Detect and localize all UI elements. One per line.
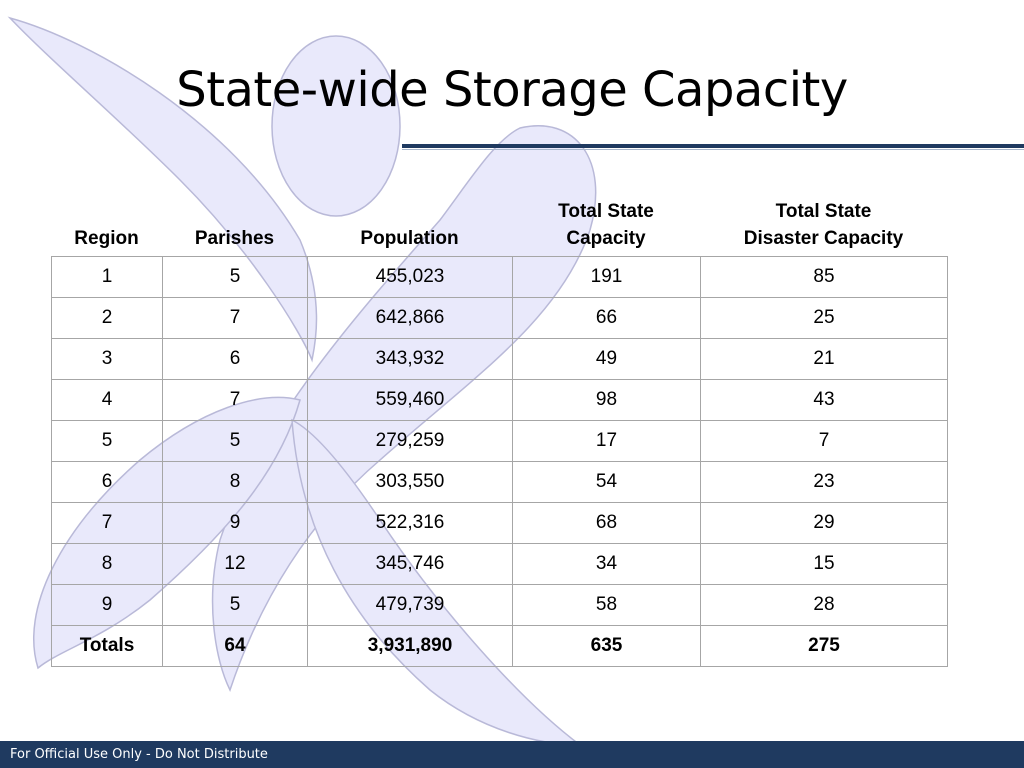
cell-disaster-capacity: 15 — [700, 543, 948, 585]
cell-region: 6 — [51, 461, 163, 503]
cell-parishes: 8 — [162, 461, 308, 503]
cell-population: 303,550 — [307, 461, 513, 503]
cell-population: 455,023 — [307, 256, 513, 298]
storage-capacity-table: 1 5 455,023 191 85 2 7 642,866 66 25 3 6 343,932 49 21… — [51, 256, 948, 667]
cell-region: 2 — [51, 297, 163, 339]
header-region: Region — [74, 228, 139, 249]
cell-parishes: 7 — [162, 379, 308, 421]
table-row: 3 6 343,932 49 21 — [51, 338, 948, 380]
cell-disaster-capacity: 29 — [700, 502, 948, 544]
cell-parishes: 9 — [162, 502, 308, 544]
cell-parishes: 7 — [162, 297, 308, 339]
cell-region: 1 — [51, 256, 163, 298]
cell-region: 5 — [51, 420, 163, 462]
cell-region: 3 — [51, 338, 163, 380]
cell-capacity: 54 — [512, 461, 701, 503]
cell-disaster-capacity: 7 — [700, 420, 948, 462]
header-disaster-line2: Disaster Capacity — [743, 228, 904, 249]
totals-row: Totals 64 3,931,890 635 275 — [51, 625, 948, 667]
cell-disaster-capacity: 85 — [700, 256, 948, 298]
cell-parishes: 6 — [162, 338, 308, 380]
cell-capacity: 49 — [512, 338, 701, 380]
cell-population: 479,739 — [307, 584, 513, 626]
cell-population: 343,932 — [307, 338, 513, 380]
table-row: 5 5 279,259 17 7 — [51, 420, 948, 462]
cell-capacity: 17 — [512, 420, 701, 462]
totals-label: Totals — [51, 625, 163, 667]
totals-disaster-capacity: 275 — [700, 625, 948, 667]
header-total-state-capacity: Total State Capacity — [512, 198, 700, 252]
totals-parishes: 64 — [162, 625, 308, 667]
table-row: 7 9 522,316 68 29 — [51, 502, 948, 544]
table-row: 1 5 455,023 191 85 — [51, 256, 948, 298]
cell-parishes: 5 — [162, 256, 308, 298]
header-parishes: Parishes — [194, 228, 275, 249]
cell-disaster-capacity: 23 — [700, 461, 948, 503]
cell-population: 279,259 — [307, 420, 513, 462]
cell-disaster-capacity: 25 — [700, 297, 948, 339]
header-total-state-disaster-capacity: Total State Disaster Capacity — [700, 198, 947, 252]
cell-disaster-capacity: 28 — [700, 584, 948, 626]
cell-disaster-capacity: 21 — [700, 338, 948, 380]
cell-region: 7 — [51, 502, 163, 544]
table-row: 8 12 345,746 34 15 — [51, 543, 948, 585]
cell-population: 642,866 — [307, 297, 513, 339]
cell-parishes: 5 — [162, 420, 308, 462]
footer-bar: For Official Use Only - Do Not Distribut… — [0, 741, 1024, 768]
table-row: 2 7 642,866 66 25 — [51, 297, 948, 339]
cell-capacity: 66 — [512, 297, 701, 339]
table-body: 1 5 455,023 191 85 2 7 642,866 66 25 3 6 343,932 49 21… — [51, 256, 948, 667]
slide-title: State-wide Storage Capacity — [176, 62, 848, 118]
cell-disaster-capacity: 43 — [700, 379, 948, 421]
totals-population: 3,931,890 — [307, 625, 513, 667]
cell-capacity: 68 — [512, 502, 701, 544]
table-row: 9 5 479,739 58 28 — [51, 584, 948, 626]
cell-region: 8 — [51, 543, 163, 585]
cell-parishes: 12 — [162, 543, 308, 585]
totals-capacity: 635 — [512, 625, 701, 667]
header-disaster-line1: Total State — [775, 201, 872, 222]
cell-capacity: 191 — [512, 256, 701, 298]
cell-region: 4 — [51, 379, 163, 421]
cell-capacity: 58 — [512, 584, 701, 626]
cell-capacity: 34 — [512, 543, 701, 585]
header-capacity-line1: Total State — [558, 201, 654, 222]
header-population: Population — [360, 228, 459, 249]
table-row: 6 8 303,550 54 23 — [51, 461, 948, 503]
footer-text: For Official Use Only - Do Not Distribut… — [10, 747, 268, 762]
title-divider — [402, 144, 1024, 148]
cell-capacity: 98 — [512, 379, 701, 421]
table-row: 4 7 559,460 98 43 — [51, 379, 948, 421]
header-capacity-line2: Capacity — [566, 228, 646, 249]
cell-parishes: 5 — [162, 584, 308, 626]
cell-population: 345,746 — [307, 543, 513, 585]
cell-region: 9 — [51, 584, 163, 626]
title-divider-thin — [402, 149, 1024, 150]
cell-population: 522,316 — [307, 502, 513, 544]
cell-population: 559,460 — [307, 379, 513, 421]
